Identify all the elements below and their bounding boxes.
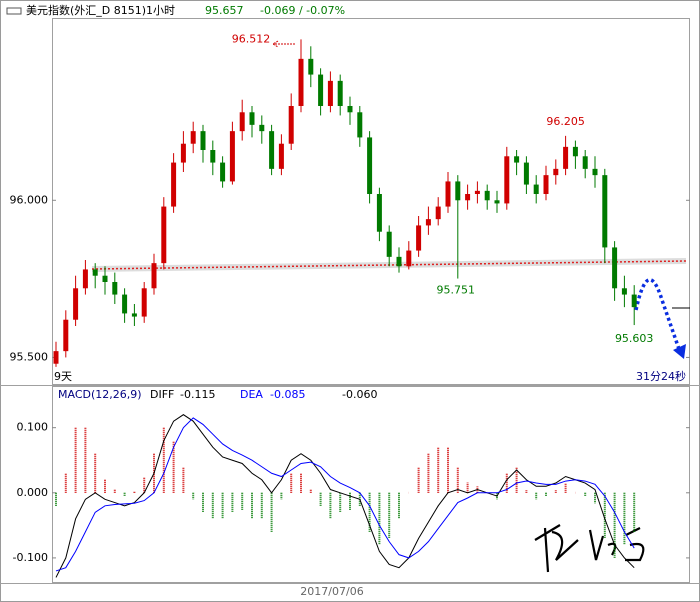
candle-body [327, 80, 333, 106]
candle-body [190, 131, 196, 144]
y-tick-label: 95.500 [10, 350, 49, 363]
candle-body [249, 112, 255, 125]
candle-body [367, 137, 373, 194]
peak-pointer [272, 40, 295, 48]
candle-body [465, 194, 471, 201]
candle-body [308, 58, 314, 75]
candle-body [229, 131, 235, 182]
candle-body [455, 181, 461, 201]
candle-body [494, 200, 500, 204]
candle-body [239, 112, 245, 132]
candle-body [269, 131, 275, 169]
chart-title: 美元指数(外汇_D 8151)1小时 [26, 3, 175, 17]
candle-body [553, 168, 559, 176]
candle-body [210, 150, 216, 163]
macd-line [55, 417, 635, 572]
candle-body [386, 231, 392, 257]
diff-label: DIFF [150, 388, 174, 401]
candle-body [102, 275, 108, 282]
candle-body [631, 294, 637, 308]
candle-body [92, 269, 98, 276]
price-annotation: 96.512 [232, 32, 271, 45]
candle-body [523, 162, 529, 185]
candle-body [171, 162, 177, 207]
last-price: 95.657 [205, 4, 244, 17]
candle-body [572, 146, 578, 157]
candle-body [220, 162, 226, 182]
candle-body [278, 143, 284, 169]
candle-body [112, 282, 118, 295]
candle-body [396, 256, 402, 267]
candle-body [504, 156, 510, 204]
y-tick-label: -0.100 [13, 551, 48, 564]
candle-body [425, 219, 431, 226]
x-end-label: 31分24秒 [636, 369, 686, 383]
candle-body [131, 313, 137, 317]
candle-body [180, 143, 186, 163]
candle-body [435, 206, 441, 220]
candle-body [582, 156, 588, 169]
arrow-head [673, 344, 686, 359]
candle-body [563, 146, 569, 169]
price-annotation: 95.751 [437, 284, 476, 297]
price-change: -0.069 / -0.07% [260, 4, 345, 17]
y-tick-label: 0.100 [17, 421, 49, 434]
candle-body [514, 156, 520, 163]
icon[interactable] [6, 7, 22, 15]
candle-body [298, 58, 304, 106]
candle-body [82, 269, 88, 289]
candle-body [122, 294, 128, 314]
date-label: 2017/07/06 [300, 585, 363, 598]
candle-body [621, 288, 627, 295]
candle-body [376, 194, 382, 232]
candle-body [161, 206, 167, 264]
price-annotation: 96.205 [546, 115, 585, 128]
y-tick-label: 96.000 [10, 193, 49, 206]
macd-value: -0.060 [342, 388, 377, 401]
candle-body [592, 168, 598, 176]
diff-value: -0.115 [180, 388, 215, 401]
candle-body [484, 190, 490, 201]
candle-body [63, 319, 69, 352]
candle-body [318, 74, 324, 106]
candle-body [200, 131, 206, 150]
candle-body [543, 175, 549, 194]
candle-body [259, 124, 265, 132]
candle-body [347, 106, 353, 113]
dea-value: -0.085 [270, 388, 305, 401]
dea-label: DEA [240, 388, 263, 401]
candle-body [406, 250, 412, 267]
candle-body [53, 351, 59, 364]
candle-body [602, 175, 608, 248]
candle-body [141, 288, 147, 317]
candle-body [474, 190, 480, 194]
candle-body [151, 263, 157, 289]
candle-body [612, 247, 618, 289]
candle-body [445, 181, 451, 207]
candle-body [288, 106, 294, 144]
price-panel [52, 18, 690, 385]
macd-panel [52, 386, 690, 583]
candle-body [357, 112, 363, 138]
macd-line [55, 414, 635, 578]
candle-body [73, 288, 79, 320]
candle-body [533, 184, 539, 194]
candle-body [337, 80, 343, 106]
macd-title: MACD(12,26,9) [58, 388, 142, 401]
y-tick-label: 0.000 [17, 486, 49, 499]
price-annotation: 95.603 [615, 332, 654, 345]
x-start-label: 9天 [54, 370, 72, 383]
candle-body [416, 225, 422, 251]
